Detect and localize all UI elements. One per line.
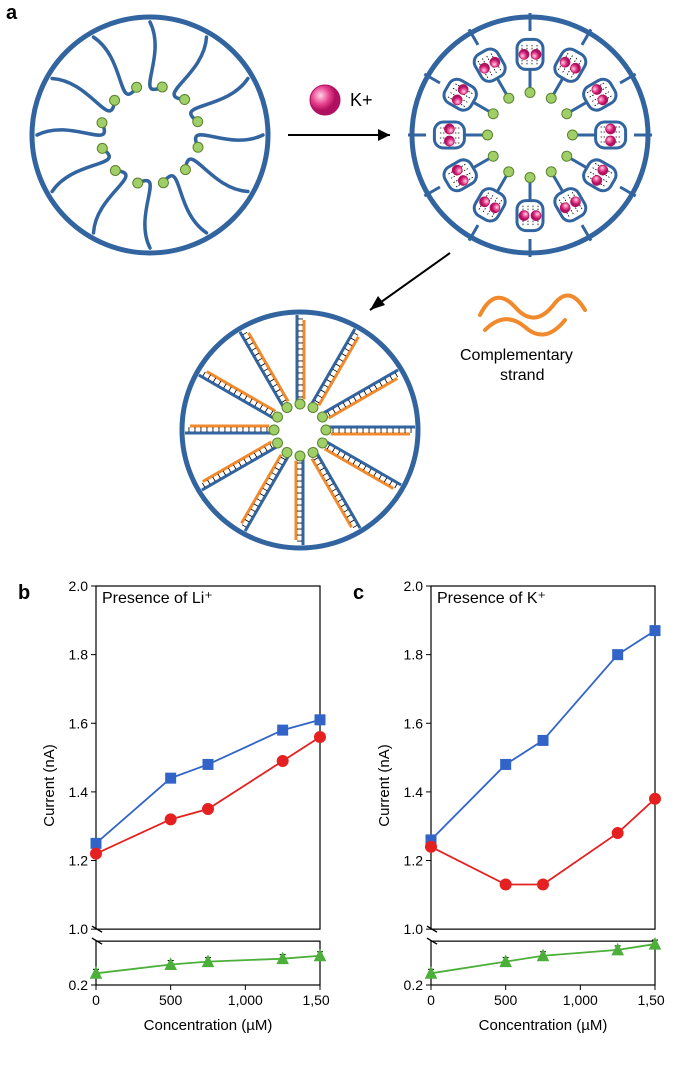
svg-text:1,000: 1,000 (563, 992, 598, 1008)
svg-text:1.4: 1.4 (404, 784, 424, 800)
panel-label-a: a (6, 2, 17, 25)
svg-text:0: 0 (92, 992, 100, 1008)
svg-text:1,500: 1,500 (302, 992, 330, 1008)
svg-text:1,000: 1,000 (228, 992, 263, 1008)
svg-text:Concentration (µM): Concentration (µM) (479, 1017, 608, 1034)
chart-b-svg: 1.0 1.2 1.4 1.6 1.8 2.0 0.20 500 1,000 1,500 Curre… (40, 580, 330, 1040)
svg-text:0: 0 (427, 992, 435, 1008)
chart-b-title: Presence of Li⁺ (102, 588, 213, 608)
svg-text:2.0: 2.0 (404, 580, 424, 594)
nanopore-duplex (182, 312, 418, 548)
schematic-diagram: K+ Complementary strand (20, 5, 665, 555)
comp-strand-label-2: strand (500, 367, 544, 384)
svg-text:Current (nA): Current (nA) (41, 744, 58, 827)
svg-text:0.2: 0.2 (69, 977, 89, 993)
svg-text:1,500: 1,500 (637, 992, 665, 1008)
svg-text:1.8: 1.8 (404, 647, 424, 663)
nanopore-unfolded (32, 17, 268, 253)
comp-strand-label-1: Complementary (460, 347, 573, 364)
svg-text:1.2: 1.2 (404, 853, 424, 869)
svg-text:1.4: 1.4 (69, 784, 89, 800)
schematic-svg: K+ Complementary strand (20, 5, 665, 555)
svg-text:1.0: 1.0 (69, 921, 89, 937)
arrow-right (288, 129, 390, 141)
svg-text:1.6: 1.6 (404, 715, 424, 731)
arrow-down-left (370, 253, 450, 310)
chart-c-container: Presence of K⁺ 1.0 1.2 1.4 1.6 1.8 2.0 0.20 500… (375, 580, 665, 1040)
svg-text:1.8: 1.8 (69, 647, 89, 663)
potassium-ion: K+ (310, 85, 373, 115)
complementary-strand-icon (480, 295, 585, 334)
svg-text:500: 500 (494, 992, 518, 1008)
svg-text:500: 500 (159, 992, 183, 1008)
ion-label: K+ (350, 90, 373, 110)
chart-c-title: Presence of K⁺ (437, 588, 546, 608)
svg-text:Concentration (µM): Concentration (µM) (144, 1017, 273, 1034)
svg-text:Current (nA): Current (nA) (376, 744, 393, 827)
nanopore-quadruplex (408, 13, 652, 257)
svg-text:1.0: 1.0 (404, 921, 424, 937)
chart-b-container: Presence of Li⁺ 1.0 1.2 1.4 1.6 1.8 2.0 0.20 50… (40, 580, 330, 1040)
svg-text:1.6: 1.6 (69, 715, 89, 731)
chart-c-svg: 1.0 1.2 1.4 1.6 1.8 2.0 0.20 500 1,000 1,500 Curre… (375, 580, 665, 1040)
svg-text:0.2: 0.2 (404, 977, 424, 993)
svg-text:2.0: 2.0 (69, 580, 89, 594)
svg-text:1.2: 1.2 (69, 853, 89, 869)
